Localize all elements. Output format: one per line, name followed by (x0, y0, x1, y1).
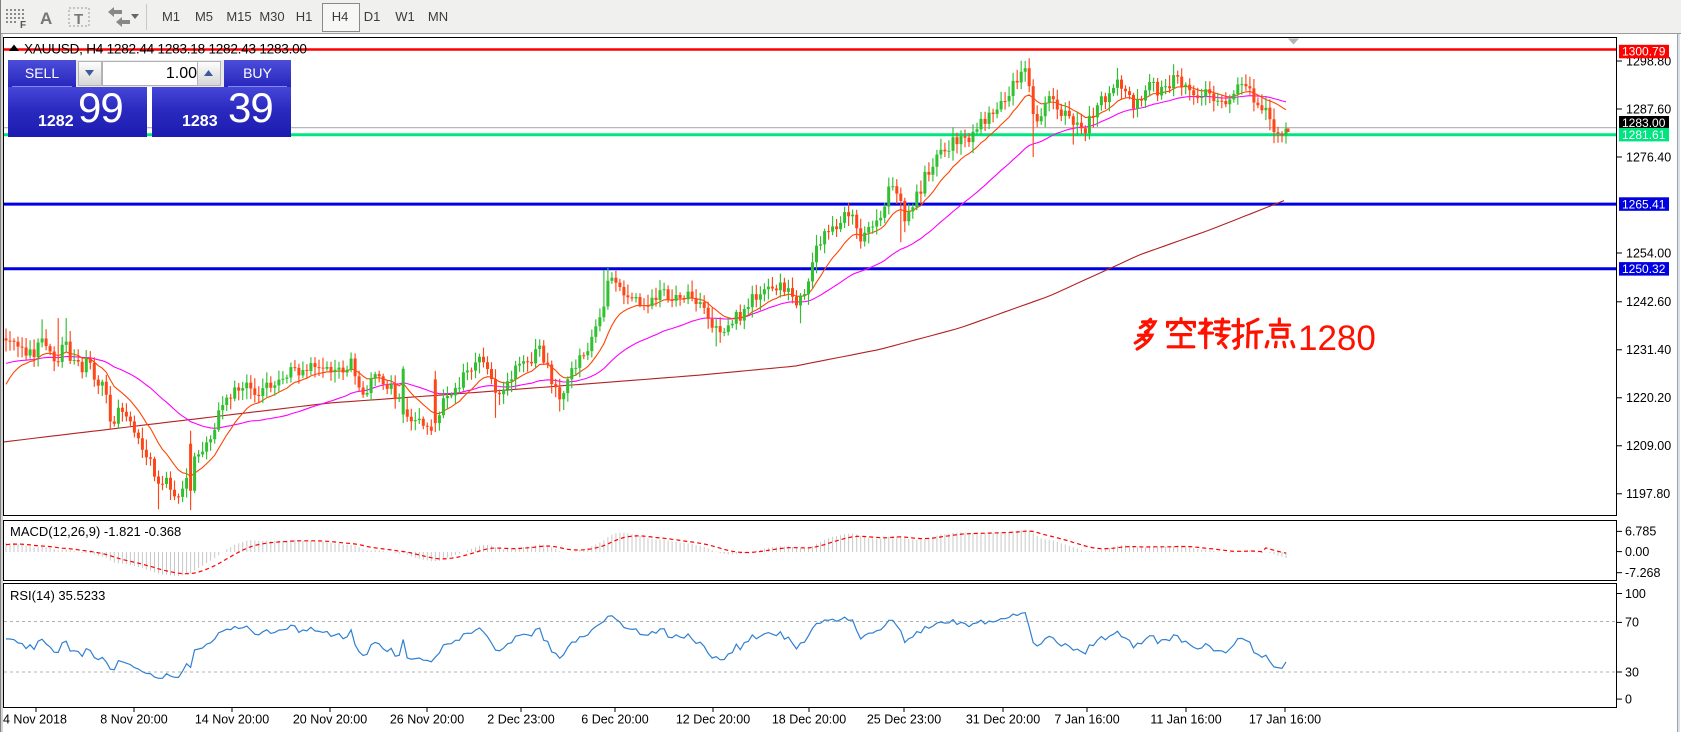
svg-text:1265.41: 1265.41 (1622, 197, 1666, 211)
svg-text:1281.61: 1281.61 (1622, 128, 1666, 142)
svg-text:6 Dec 20:00: 6 Dec 20:00 (581, 713, 648, 727)
svg-text:70: 70 (1625, 616, 1639, 630)
svg-text:17 Jan 16:00: 17 Jan 16:00 (1249, 713, 1321, 727)
svg-text:18 Dec 20:00: 18 Dec 20:00 (772, 713, 846, 727)
svg-text:7 Jan 16:00: 7 Jan 16:00 (1054, 713, 1119, 727)
svg-text:RSI(14) 35.5233: RSI(14) 35.5233 (10, 588, 105, 603)
svg-text:11 Jan 16:00: 11 Jan 16:00 (1150, 713, 1221, 727)
svg-text:0.00: 0.00 (1625, 545, 1649, 559)
svg-text:1209.00: 1209.00 (1626, 439, 1671, 453)
svg-text:6.785: 6.785 (1625, 525, 1656, 539)
svg-text:31 Dec 20:00: 31 Dec 20:00 (966, 713, 1040, 727)
svg-text:2 Dec 23:00: 2 Dec 23:00 (487, 713, 554, 727)
svg-text:1197.80: 1197.80 (1626, 487, 1670, 501)
svg-text:1287.60: 1287.60 (1626, 102, 1671, 116)
svg-text:30: 30 (1625, 665, 1639, 679)
svg-text:26 Nov 20:00: 26 Nov 20:00 (390, 713, 464, 727)
svg-text:4 Nov 2018: 4 Nov 2018 (3, 713, 67, 727)
svg-text:20 Nov 20:00: 20 Nov 20:00 (293, 713, 367, 727)
svg-text:1283.00: 1283.00 (1622, 116, 1666, 130)
svg-text:XAUUSD, H4 1282.44 1283.18 12: XAUUSD, H4 1282.44 1283.18 1282.43 1283.… (24, 42, 307, 57)
svg-text:1280: 1280 (1298, 319, 1376, 358)
svg-text:12 Dec 20:00: 12 Dec 20:00 (676, 713, 750, 727)
svg-text:MACD(12,26,9) -1.821 -0.368: MACD(12,26,9) -1.821 -0.368 (10, 524, 181, 539)
svg-text:14 Nov 20:00: 14 Nov 20:00 (195, 713, 269, 727)
svg-text:25 Dec 23:00: 25 Dec 23:00 (867, 713, 941, 727)
svg-text:1231.40: 1231.40 (1626, 343, 1671, 357)
svg-text:1276.40: 1276.40 (1626, 150, 1671, 164)
svg-text:1220.20: 1220.20 (1626, 391, 1671, 405)
svg-text:1254.00: 1254.00 (1626, 246, 1671, 260)
svg-text:-7.268: -7.268 (1625, 566, 1660, 580)
svg-text:1300.79: 1300.79 (1622, 45, 1666, 59)
svg-text:8 Nov 20:00: 8 Nov 20:00 (100, 713, 167, 727)
svg-text:1242.60: 1242.60 (1626, 295, 1671, 309)
svg-text:1250.32: 1250.32 (1622, 262, 1666, 276)
svg-text:F: F (20, 20, 26, 31)
svg-text:T: T (74, 11, 83, 28)
svg-text:100: 100 (1625, 587, 1646, 601)
svg-text:A: A (40, 9, 52, 28)
svg-text:0: 0 (1625, 692, 1632, 706)
